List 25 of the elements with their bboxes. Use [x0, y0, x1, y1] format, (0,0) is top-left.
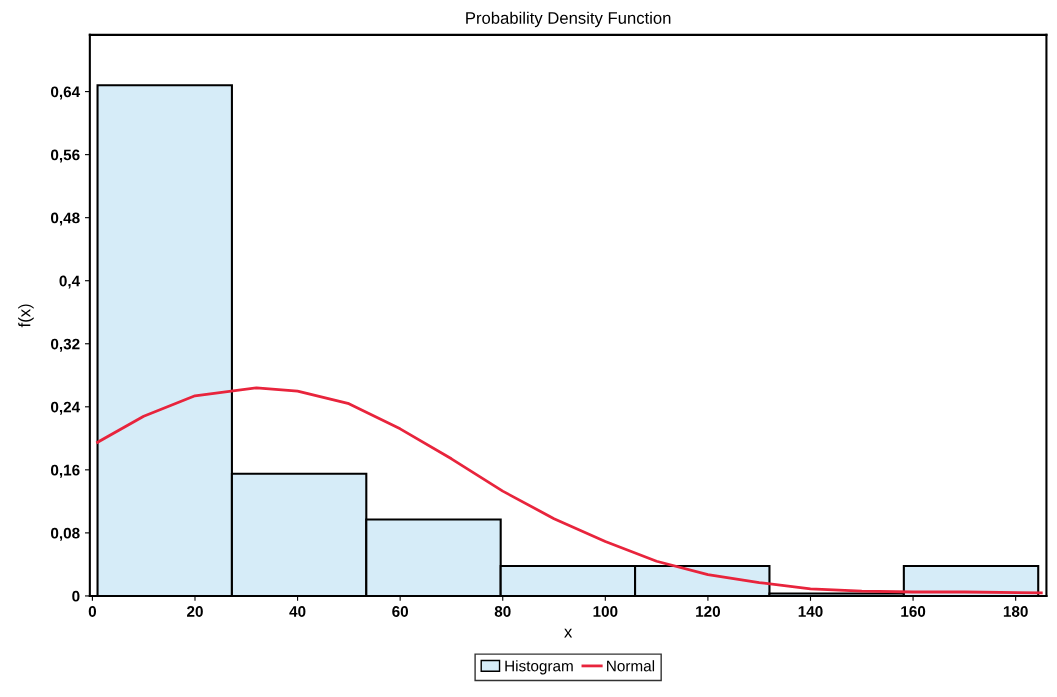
y-tick-label: 0,64 — [50, 86, 81, 100]
x-tick-label: 100 — [593, 606, 618, 617]
x-tick-label: 120 — [696, 606, 721, 617]
y-tick-label: 0,24 — [50, 401, 81, 415]
y-tick-label: 0,16 — [50, 464, 80, 478]
x-tick-label: 60 — [392, 606, 409, 617]
y-tick-label: 0 — [72, 590, 80, 602]
legend-label: Histogram — [505, 660, 573, 675]
x-tick-label: 20 — [187, 606, 203, 617]
y-tick-label: 0,32 — [50, 338, 80, 352]
y-tick-label: 0,4 — [59, 275, 81, 289]
x-tick-label: 140 — [798, 606, 823, 617]
y-tick-label: 0,56 — [50, 149, 80, 163]
line-series — [96, 386, 1043, 595]
x-tick-label: 160 — [901, 606, 926, 617]
y-tick-label: 0,48 — [50, 212, 80, 226]
x-tick-label: 40 — [289, 606, 306, 617]
x-tick-label: 180 — [1003, 606, 1028, 617]
y-tick-label: 0,08 — [50, 527, 80, 541]
x-tick-label: 0 — [88, 606, 97, 617]
chart-title: Probability Density Function — [466, 11, 671, 28]
x-axis-title: x — [564, 628, 573, 638]
y-axis-title: f(x) — [18, 304, 34, 328]
x-tick-label: 80 — [494, 606, 511, 617]
legend-label: Normal — [607, 660, 655, 672]
